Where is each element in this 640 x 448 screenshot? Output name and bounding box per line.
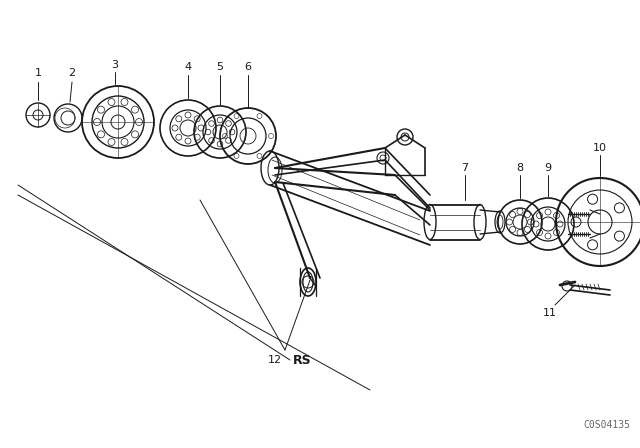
Text: 7: 7 <box>461 163 468 173</box>
Text: 3: 3 <box>111 60 118 70</box>
Text: 10: 10 <box>593 143 607 153</box>
Text: 5: 5 <box>216 62 223 72</box>
Text: 8: 8 <box>516 163 524 173</box>
Text: C0S04135: C0S04135 <box>583 420 630 430</box>
Text: 12: 12 <box>268 355 282 365</box>
Text: RS: RS <box>292 353 311 366</box>
Text: 2: 2 <box>68 68 76 78</box>
Text: 11: 11 <box>543 308 557 318</box>
Text: 6: 6 <box>244 62 252 72</box>
Text: 9: 9 <box>545 163 552 173</box>
Text: 4: 4 <box>184 62 191 72</box>
Text: 1: 1 <box>35 68 42 78</box>
